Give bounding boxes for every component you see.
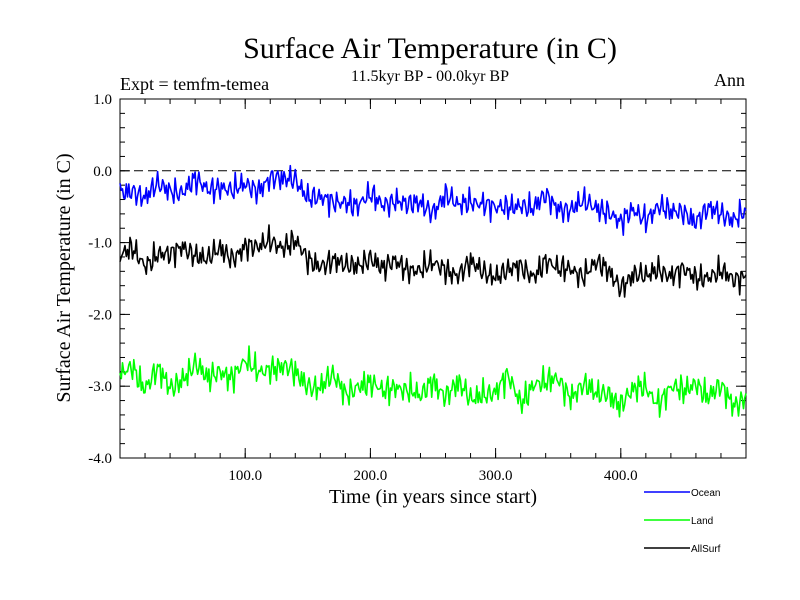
series-line-allsurf bbox=[119, 224, 747, 298]
y-axis-label: Surface Air Temperature (in C) bbox=[53, 153, 75, 402]
y-tick-label: -2.0 bbox=[88, 307, 112, 323]
x-tick-label: 100.0 bbox=[228, 468, 262, 484]
plot-frame bbox=[119, 98, 747, 459]
y-tick-label: 1.0 bbox=[93, 92, 112, 108]
y-tick-label: -1.0 bbox=[88, 236, 112, 252]
chart-title: Surface Air Temperature (in C) bbox=[243, 32, 617, 65]
legend: Ocean Land AllSurf bbox=[644, 488, 721, 555]
legend-label-allsurf: AllSurf bbox=[691, 544, 721, 555]
major-ticks bbox=[120, 98, 746, 459]
legend-label-ocean: Ocean bbox=[691, 488, 720, 499]
y-tick-label: -3.0 bbox=[88, 379, 112, 395]
series-line-ocean bbox=[119, 164, 747, 236]
chart-subtitle: 11.5kyr BP - 00.0kyr BP bbox=[351, 68, 509, 85]
x-tick-label: 200.0 bbox=[354, 468, 388, 484]
series-lines bbox=[119, 164, 747, 418]
season-label: Ann bbox=[714, 70, 745, 90]
x-tick-label: 300.0 bbox=[479, 468, 513, 484]
series-line-land bbox=[119, 345, 747, 418]
legend-label-land: Land bbox=[691, 516, 713, 527]
y-tick-label: 0.0 bbox=[93, 164, 112, 180]
x-tick-label: 400.0 bbox=[604, 468, 638, 484]
minor-ticks bbox=[120, 99, 746, 458]
tick-labels: 100.0 200.0 300.0 400.0 1.0 0.0 -1.0 -2.0 -3.0 -4… bbox=[88, 92, 637, 484]
experiment-label: Expt = temfm-temea bbox=[120, 74, 269, 94]
y-tick-label: -4.0 bbox=[88, 451, 112, 467]
x-axis-label: Time (in years since start) bbox=[329, 486, 537, 508]
